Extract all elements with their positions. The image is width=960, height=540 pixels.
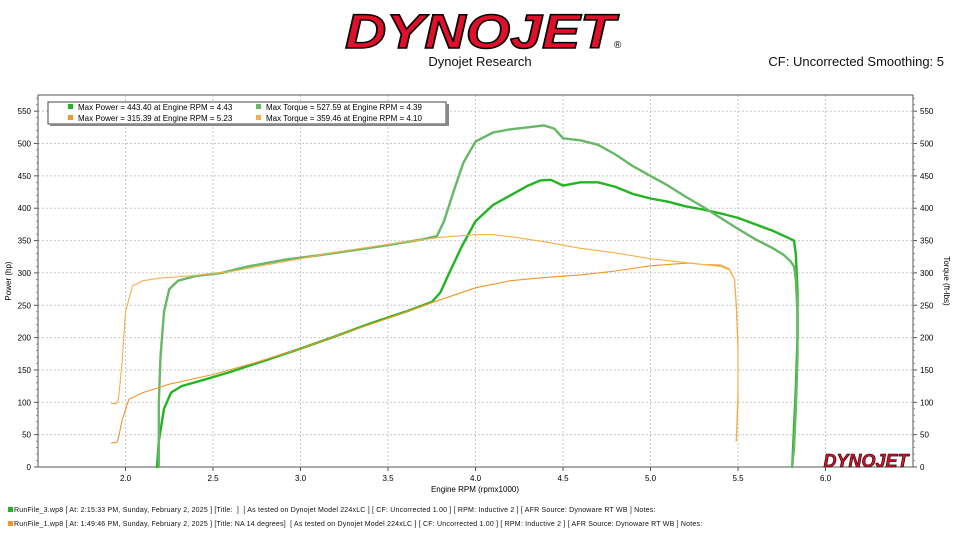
- legend-item: Max Power = 315.39 at Engine RPM = 5.23: [78, 114, 233, 123]
- y-tick-label: 100: [18, 398, 32, 407]
- y-tick-label-right: 300: [920, 269, 934, 278]
- legend-swatch: [256, 115, 261, 120]
- legend-item: Max Torque = 359.46 at Engine RPM = 4.10: [266, 114, 423, 123]
- y-tick-label: 350: [18, 237, 32, 246]
- series-line: [157, 124, 799, 469]
- y-tick-label: 500: [18, 140, 32, 149]
- x-tick-label: 4.5: [557, 474, 569, 483]
- x-tick-label: 2.5: [207, 474, 219, 483]
- series: [110, 124, 799, 469]
- y-axis-right-label: Torque (ft-lbs): [942, 256, 951, 306]
- y-tick-label: 400: [18, 204, 32, 213]
- y-tick-label-right: 400: [920, 204, 934, 213]
- legend-swatch: [68, 115, 73, 120]
- y-tick-label: 0: [27, 463, 32, 472]
- x-tick-label: 6.0: [820, 474, 832, 483]
- y-tick-label: 150: [18, 366, 32, 375]
- y-tick-label-right: 250: [920, 301, 934, 310]
- run-file-3-text: RunFile_3.wp8 [ At: 2:15:33 PM, Sunday, …: [14, 507, 656, 514]
- run-file-1-text: RunFile_1.wp8 [ At: 1:49:46 PM, Sunday, …: [14, 521, 703, 528]
- x-tick-label: 3.5: [382, 474, 394, 483]
- y-tick-label: 300: [18, 269, 32, 278]
- y-tick-label: 50: [22, 431, 31, 440]
- cf-smoothing-label: CF: Uncorrected Smoothing: 5: [768, 54, 944, 69]
- chart-watermark: DYNOJET: [823, 451, 910, 471]
- y-tick-label-right: 350: [920, 237, 934, 246]
- series-line: [110, 262, 739, 444]
- logo-text: DYNOJET: [345, 6, 619, 56]
- y-tick-label-right: 500: [920, 140, 934, 149]
- y-tick-label: 250: [18, 301, 32, 310]
- x-tick-label: 5.5: [732, 474, 744, 483]
- y-tick-label: 550: [18, 107, 32, 116]
- x-tick-label: 2.0: [120, 474, 132, 483]
- legend-item: Max Power = 443.40 at Engine RPM = 4.43: [78, 103, 233, 112]
- axes: 2.0 2.5 3.0 3.5 4.0 4.5 5.0 5.5 6.0 0 0 50 50 100 100 1…: [18, 97, 934, 483]
- y-tick-label-right: 200: [920, 334, 934, 343]
- legend-swatch: [256, 104, 261, 109]
- x-tick-label: 5.0: [645, 474, 657, 483]
- y-axis-label: Power (hp): [4, 261, 13, 300]
- y-tick-label-right: 550: [920, 107, 934, 116]
- x-tick-label: 4.0: [470, 474, 482, 483]
- run-file-1-info: RunFile_1.wp8 [ At: 1:49:46 PM, Sunday, …: [8, 521, 702, 528]
- dyno-chart: 2.0 2.5 3.0 3.5 4.0 4.5 5.0 5.5 6.0 0 0 50 50 100 100 1…: [4, 94, 951, 494]
- y-tick-label-right: 150: [920, 366, 934, 375]
- run3-swatch: [8, 507, 13, 512]
- y-tick-label: 200: [18, 334, 32, 343]
- run-file-3-info: RunFile_3.wp8 [ At: 2:15:33 PM, Sunday, …: [8, 507, 656, 514]
- grid: [38, 95, 913, 467]
- y-tick-label-right: 0: [920, 463, 925, 472]
- y-tick-label-right: 100: [920, 398, 934, 407]
- x-tick-label: 3.0: [295, 474, 307, 483]
- legend-swatch: [68, 104, 73, 109]
- y-tick-label-right: 450: [920, 172, 934, 181]
- dynojet-logo: DYNOJET ®: [344, 5, 622, 56]
- legend-item: Max Torque = 527.59 at Engine RPM = 4.39: [266, 103, 423, 112]
- y-tick-label: 450: [18, 172, 32, 181]
- x-axis-label: Engine RPM (rpmx1000): [431, 485, 519, 494]
- svg-text:®: ®: [614, 40, 622, 51]
- y-tick-label-right: 50: [920, 431, 929, 440]
- series-line: [110, 234, 739, 442]
- subtitle: Dynojet Research: [428, 54, 532, 69]
- run1-swatch: [8, 521, 13, 526]
- legend: Max Power = 443.40 at Engine RPM = 4.43 …: [47, 101, 449, 126]
- series-line: [155, 178, 799, 469]
